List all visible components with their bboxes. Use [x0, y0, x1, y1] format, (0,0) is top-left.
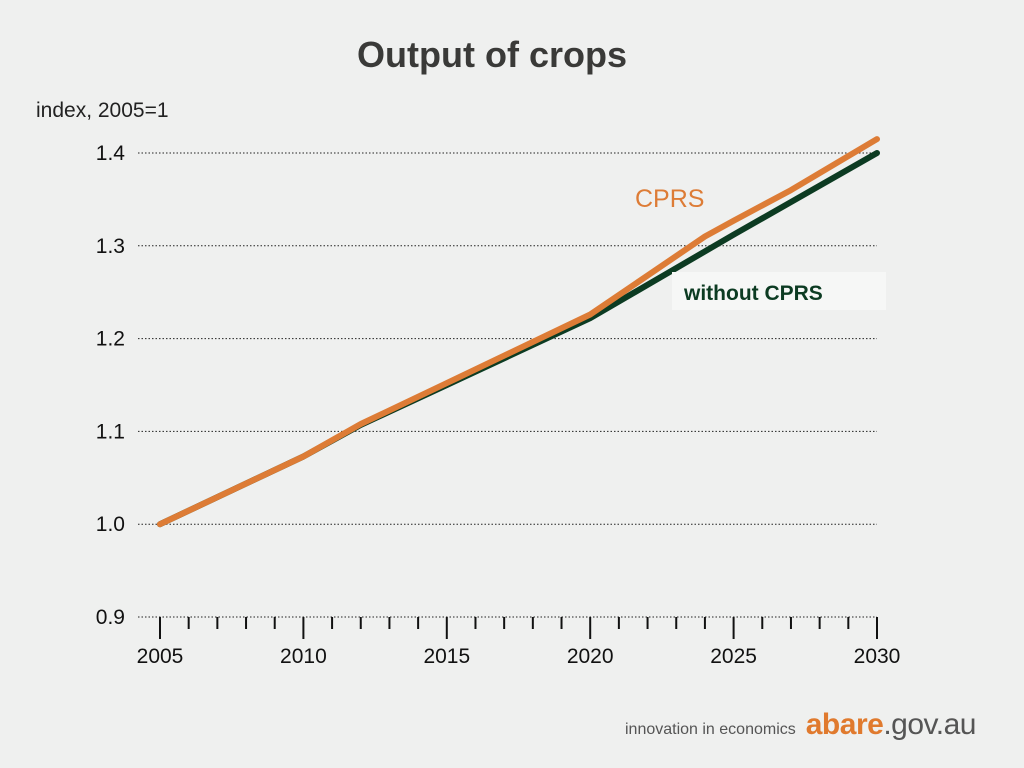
logo-domain: .gov.au	[883, 708, 976, 741]
footer-tagline: innovation in economics	[624, 721, 796, 738]
x-tick-label: 2010	[280, 645, 327, 668]
series-line-cprs	[157, 136, 880, 528]
x-tick-label: 2030	[854, 645, 901, 668]
x-tick-label: 2025	[710, 645, 757, 668]
y-tick-label: 1.2	[96, 328, 125, 351]
series-label-box	[672, 272, 886, 310]
chart-title: Output of crops	[357, 34, 627, 75]
y-tick-label: 1.4	[96, 142, 126, 165]
series-lines	[157, 136, 880, 528]
logo-brand: abare	[805, 708, 884, 741]
series-label-cprs: CPRS	[635, 185, 704, 213]
gridlines: 0.9 1.0 1.1 1.2 1.3 1.4	[96, 142, 877, 629]
y-tick-label: 1.1	[96, 420, 125, 443]
x-tick-label: 2020	[567, 645, 614, 668]
y-tick-label: 1.0	[96, 513, 125, 536]
x-axis: 2005 2010 2015 2020 2025 2030	[137, 617, 901, 668]
y-tick-label: 0.9	[96, 606, 125, 629]
y-tick-label: 1.3	[96, 235, 125, 258]
abare-logo: abare.gov.au	[805, 708, 977, 742]
series-label-without-cprs-group: without CPRS	[672, 272, 886, 310]
x-tick-label: 2005	[137, 645, 184, 668]
series-label-without-cprs: without CPRS	[683, 282, 823, 305]
y-axis-label: index, 2005=1	[36, 99, 169, 122]
x-tick-label: 2015	[423, 645, 470, 668]
footer-branding: innovation in economics abare.gov.au	[624, 708, 977, 742]
series-label-cprs-group: CPRS	[635, 185, 704, 213]
